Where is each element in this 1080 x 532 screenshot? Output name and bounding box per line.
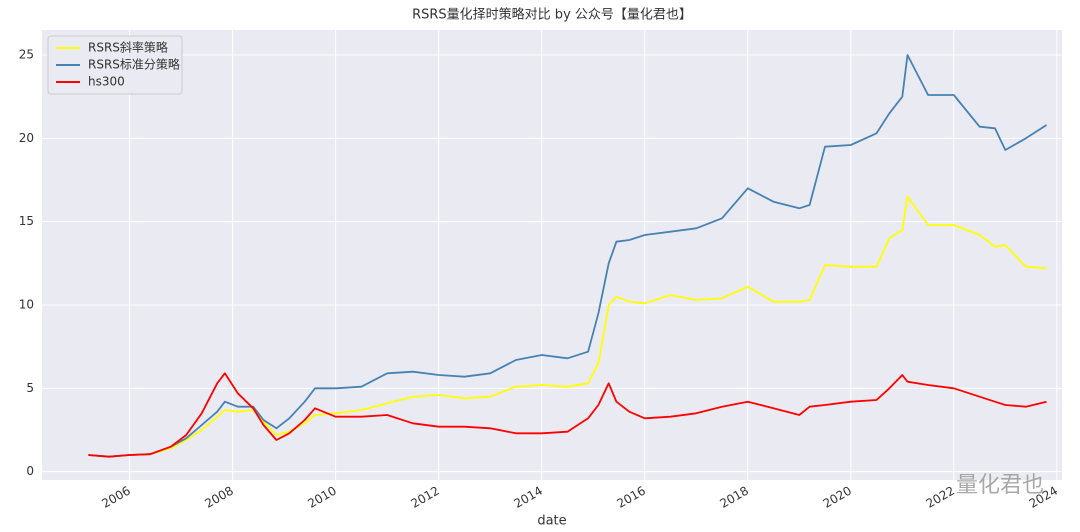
series-line	[88, 372, 1047, 458]
y-tick-label: 0	[26, 464, 34, 478]
legend-box	[47, 35, 183, 95]
x-tick-label: 2014	[511, 484, 544, 511]
series-line	[88, 54, 1047, 458]
y-tick-label: 20	[19, 131, 34, 145]
x-tick-label: 2012	[408, 484, 441, 511]
y-tick-label: 5	[26, 381, 34, 395]
series-line	[88, 195, 1047, 458]
chart-title: RSRS量化择时策略对比 by 公众号【量化君也】	[412, 7, 692, 23]
x-tick-label: 2010	[305, 484, 338, 511]
x-tick-label: 2006	[99, 484, 132, 511]
legend-label: hs300	[88, 75, 125, 89]
y-tick-label: 25	[19, 48, 34, 62]
watermark: 量化君也	[956, 473, 1044, 498]
x-tick-label: 2018	[718, 484, 751, 511]
x-tick-label: 2008	[202, 484, 235, 511]
legend-label: RSRS标准分策略	[88, 57, 180, 72]
plot-area	[42, 30, 1062, 480]
x-tick-label: 2020	[821, 484, 854, 511]
y-tick-label: 15	[19, 214, 34, 228]
y-tick-label: 10	[19, 298, 34, 312]
x-axis-label: date	[537, 514, 566, 529]
legend-label: RSRS斜率策略	[88, 40, 168, 55]
x-tick-label: 2016	[615, 484, 648, 511]
x-tick-label: 2022	[924, 484, 957, 511]
